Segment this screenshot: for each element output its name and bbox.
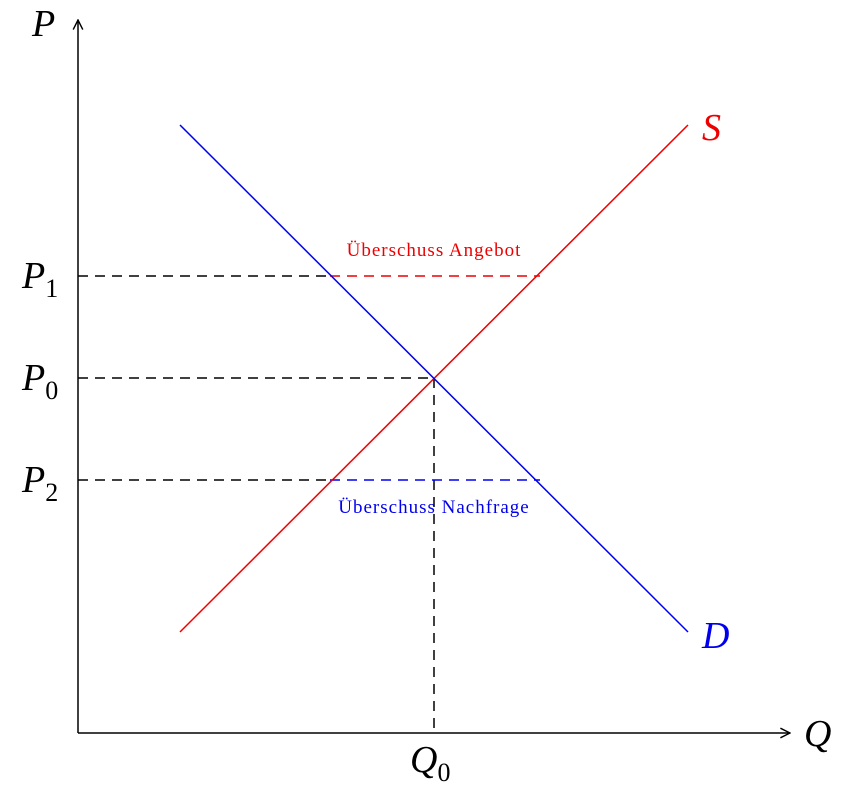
price-label: P0: [21, 357, 58, 405]
y-axis-label: P: [31, 3, 55, 45]
supply-label: S: [702, 107, 721, 149]
quantity-index: 0: [437, 758, 450, 787]
shortage-annotation: Überschuss Nachfrage: [338, 497, 529, 518]
surplus-annotation: Überschuss Angebot: [347, 240, 522, 261]
demand-label: D: [701, 615, 729, 657]
price-symbol: P: [21, 255, 45, 297]
price-symbol: P: [21, 459, 45, 501]
price-label: P2: [21, 459, 58, 507]
price-label: P1: [21, 255, 58, 303]
x-axis-label: Q: [804, 713, 831, 755]
quantity-symbol: Q: [410, 739, 437, 781]
quantity-label: Q0: [410, 739, 450, 787]
demand-curve: [179, 124, 689, 633]
price-index: 1: [45, 274, 58, 303]
price-index: 2: [45, 478, 58, 507]
price-index: 0: [45, 376, 58, 405]
price-symbol: P: [21, 357, 45, 399]
